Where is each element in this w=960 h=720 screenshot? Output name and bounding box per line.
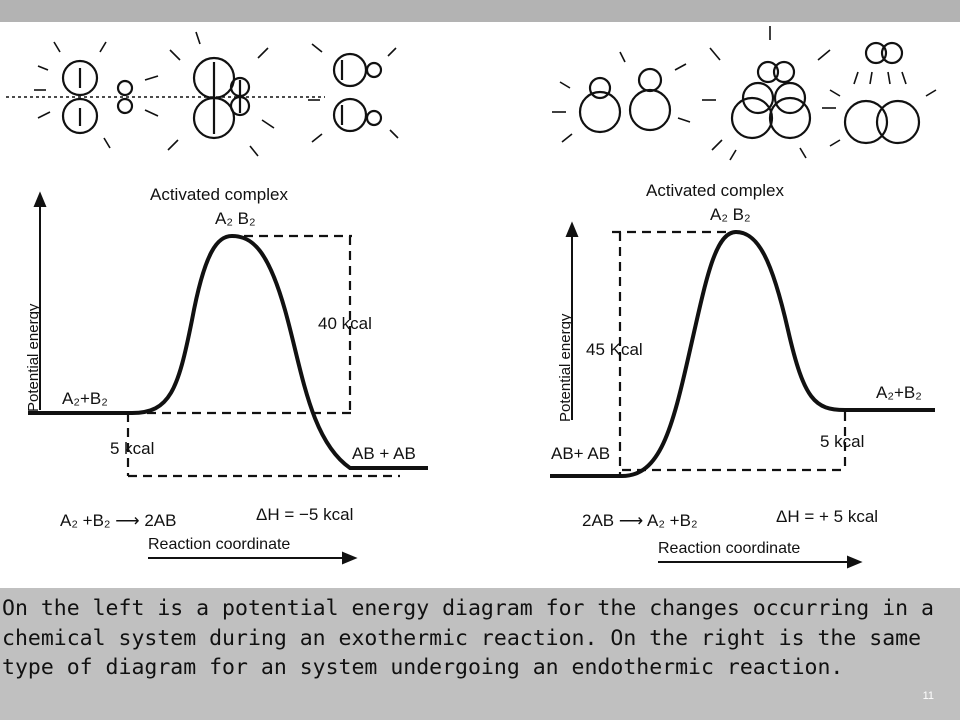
right-difference-label: 5 kcal xyxy=(820,432,864,451)
left-energy-diagram: Activated complex A₂ B₂ Potential energy… xyxy=(6,31,428,565)
right-molecule-illustrations xyxy=(552,26,937,161)
right-delta-h: ΔH = + 5 kcal xyxy=(776,507,878,526)
energy-diagrams-figure: Activated complex A₂ B₂ Potential energy… xyxy=(6,26,937,569)
left-y-axis-label: Potential energy xyxy=(25,303,42,412)
slide-caption: On the left is a potential energy diagra… xyxy=(2,596,947,680)
left-delta-h: ΔH = −5 kcal xyxy=(256,505,353,524)
right-equation: 2AB ⟶ A₂ +B₂ xyxy=(582,511,698,530)
left-start-label: A₂+B₂ xyxy=(62,389,108,408)
left-axes xyxy=(33,191,358,565)
left-end-label: AB + AB xyxy=(352,444,416,463)
left-barrier-label: 40 kcal xyxy=(318,314,372,333)
left-x-axis-label: Reaction coordinate xyxy=(148,536,290,553)
right-energy-curve xyxy=(550,229,935,478)
left-difference-label: 5 kcal xyxy=(110,439,154,458)
right-energy-diagram: Activated complex A₂ B₂ Potential energy… xyxy=(550,26,937,569)
left-equation: A₂ +B₂ ⟶ 2AB xyxy=(60,511,176,530)
right-start-label: AB+ AB xyxy=(551,444,610,463)
caption-band xyxy=(0,588,960,720)
left-molecule-illustrations xyxy=(6,31,399,157)
right-peak-label: A₂ B₂ xyxy=(710,205,751,224)
left-title: Activated complex xyxy=(150,185,288,204)
right-y-axis-label: Potential energy xyxy=(557,313,574,422)
left-peak-label: A₂ B₂ xyxy=(215,209,256,228)
right-barrier-label: 45 Kcal xyxy=(586,340,643,359)
right-title: Activated complex xyxy=(646,181,784,200)
right-axes xyxy=(565,221,863,569)
slide-number: 11 xyxy=(922,690,934,702)
top-bar xyxy=(0,0,960,22)
right-end-label: A₂+B₂ xyxy=(876,383,922,402)
right-dashed-guides xyxy=(612,230,847,476)
right-x-axis-label: Reaction coordinate xyxy=(658,540,800,557)
left-energy-curve xyxy=(28,233,428,470)
left-dashed-guides xyxy=(126,234,400,478)
